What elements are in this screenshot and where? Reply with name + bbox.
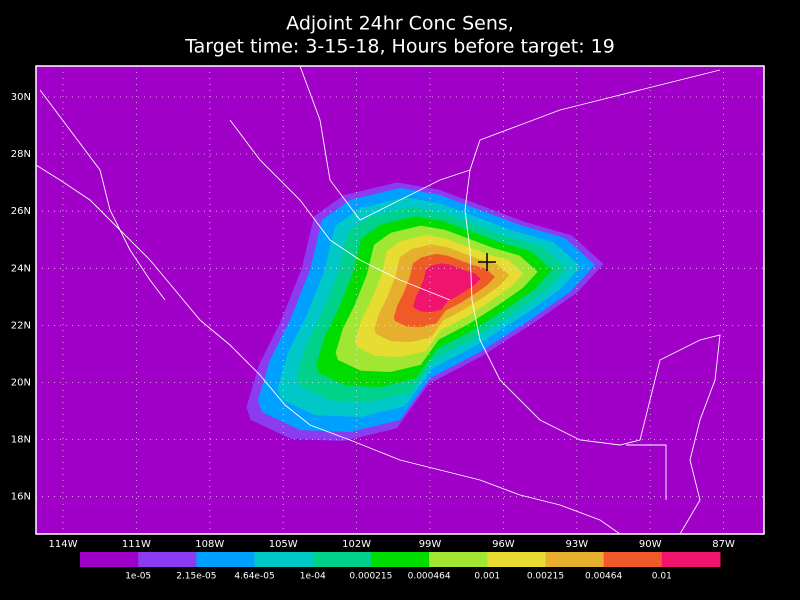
lat-label: 22N (11, 320, 31, 331)
lon-label: 96W (492, 539, 515, 550)
colorbar-swatch (80, 552, 139, 567)
colorbar-label: 0.00215 (527, 572, 564, 582)
colorbar-label: 1e-05 (125, 572, 151, 582)
lon-label: 102W (342, 539, 371, 550)
colorbar-swatch (312, 552, 372, 567)
lat-label: 30N (11, 92, 31, 103)
colorbar-swatch (138, 552, 197, 567)
lat-label: 18N (11, 435, 31, 446)
colorbar-label: 0.01 (652, 572, 672, 582)
colorbar-label: 0.000464 (408, 572, 451, 582)
colorbar-swatch (196, 552, 256, 567)
graticule (36, 66, 764, 534)
colorbar-label: 0.000215 (349, 572, 392, 582)
colorbar-swatch (603, 552, 663, 567)
lat-label: 28N (11, 149, 31, 160)
colorbar-swatch (370, 552, 430, 567)
title-line: Target time: 3-15-18, Hours before targe… (184, 36, 615, 58)
lon-label: 87W (712, 539, 735, 550)
colorbar-swatch (661, 552, 721, 567)
lat-label: 16N (11, 492, 31, 503)
colorbar: 1e-05 2.15e-05 4.64e-05 1e-04 0.000215 0.0004… (80, 552, 721, 582)
target-marker (478, 253, 496, 271)
lat-label: 24N (11, 263, 31, 274)
lon-label: 108W (195, 539, 224, 550)
lat-label: 20N (11, 378, 31, 389)
lon-label: 105W (269, 539, 298, 550)
colorbar-swatch (545, 552, 605, 567)
coastlines (35, 65, 721, 535)
lon-label: 90W (639, 539, 662, 550)
lon-label: 93W (565, 539, 588, 550)
axis-labels: 30N 28N 26N 24N 22N 20N 18N 16N 114W 111W 108W 105W… (11, 92, 735, 550)
colorbar-label: 0.001 (474, 572, 500, 582)
lon-label: 111W (122, 539, 151, 550)
contour-band (413, 263, 481, 312)
colorbar-swatch (487, 552, 546, 567)
colorbar-label: 0.00464 (585, 572, 622, 582)
map-frame (35, 65, 765, 535)
colorbar-label: 2.15e-05 (176, 572, 216, 582)
colorbar-swatch (254, 552, 314, 567)
colorbar-label: 4.64e-05 (234, 572, 274, 582)
colorbar-label: 1e-04 (300, 572, 326, 582)
colorbar-swatch (429, 552, 488, 567)
lon-label: 114W (49, 539, 78, 550)
lat-label: 26N (11, 206, 31, 217)
lon-label: 99W (419, 539, 442, 550)
title-line: Adjoint 24hr Conc Sens, (286, 13, 514, 35)
